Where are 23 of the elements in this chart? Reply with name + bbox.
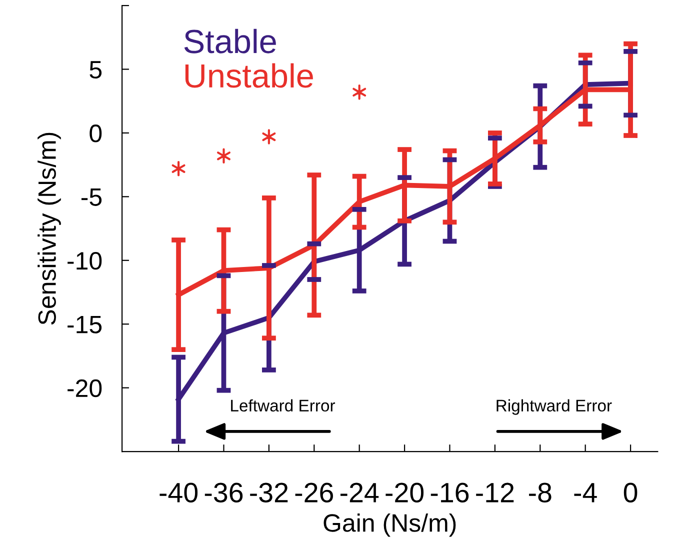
x-tick-label: -4 bbox=[574, 483, 597, 502]
x-tick-label: -26 bbox=[295, 482, 333, 502]
y-tick-label: 0 bbox=[90, 124, 102, 142]
y-tick-label: -10 bbox=[68, 252, 102, 270]
annotation: Rightward Error bbox=[496, 399, 612, 415]
x-tick-label: -20 bbox=[386, 482, 424, 502]
y-axis-title: Sensitivity (Ns/m) bbox=[38, 132, 61, 325]
x-tick-label: -12 bbox=[476, 482, 514, 502]
y-tick-label: 5 bbox=[90, 61, 102, 79]
x-axis-title: Gain (Ns/m) bbox=[324, 514, 456, 537]
x-tick-label: -16 bbox=[430, 482, 469, 502]
y-tick-label: -15 bbox=[68, 316, 102, 334]
y-tick-label: -5 bbox=[81, 188, 102, 206]
x-tick-label: -32 bbox=[250, 482, 288, 502]
x-tick-label: 0 bbox=[624, 482, 638, 502]
annotation: Leftward Error bbox=[231, 399, 336, 412]
text: Stable bbox=[184, 28, 276, 54]
text: Unstable bbox=[185, 63, 313, 88]
x-tick-label: -8 bbox=[529, 482, 552, 502]
x-tick-label: -36 bbox=[204, 482, 243, 502]
x-tick-label: -40 bbox=[160, 482, 198, 502]
y-tick-label: -20 bbox=[68, 379, 102, 398]
x-tick-label: -24 bbox=[340, 482, 379, 502]
